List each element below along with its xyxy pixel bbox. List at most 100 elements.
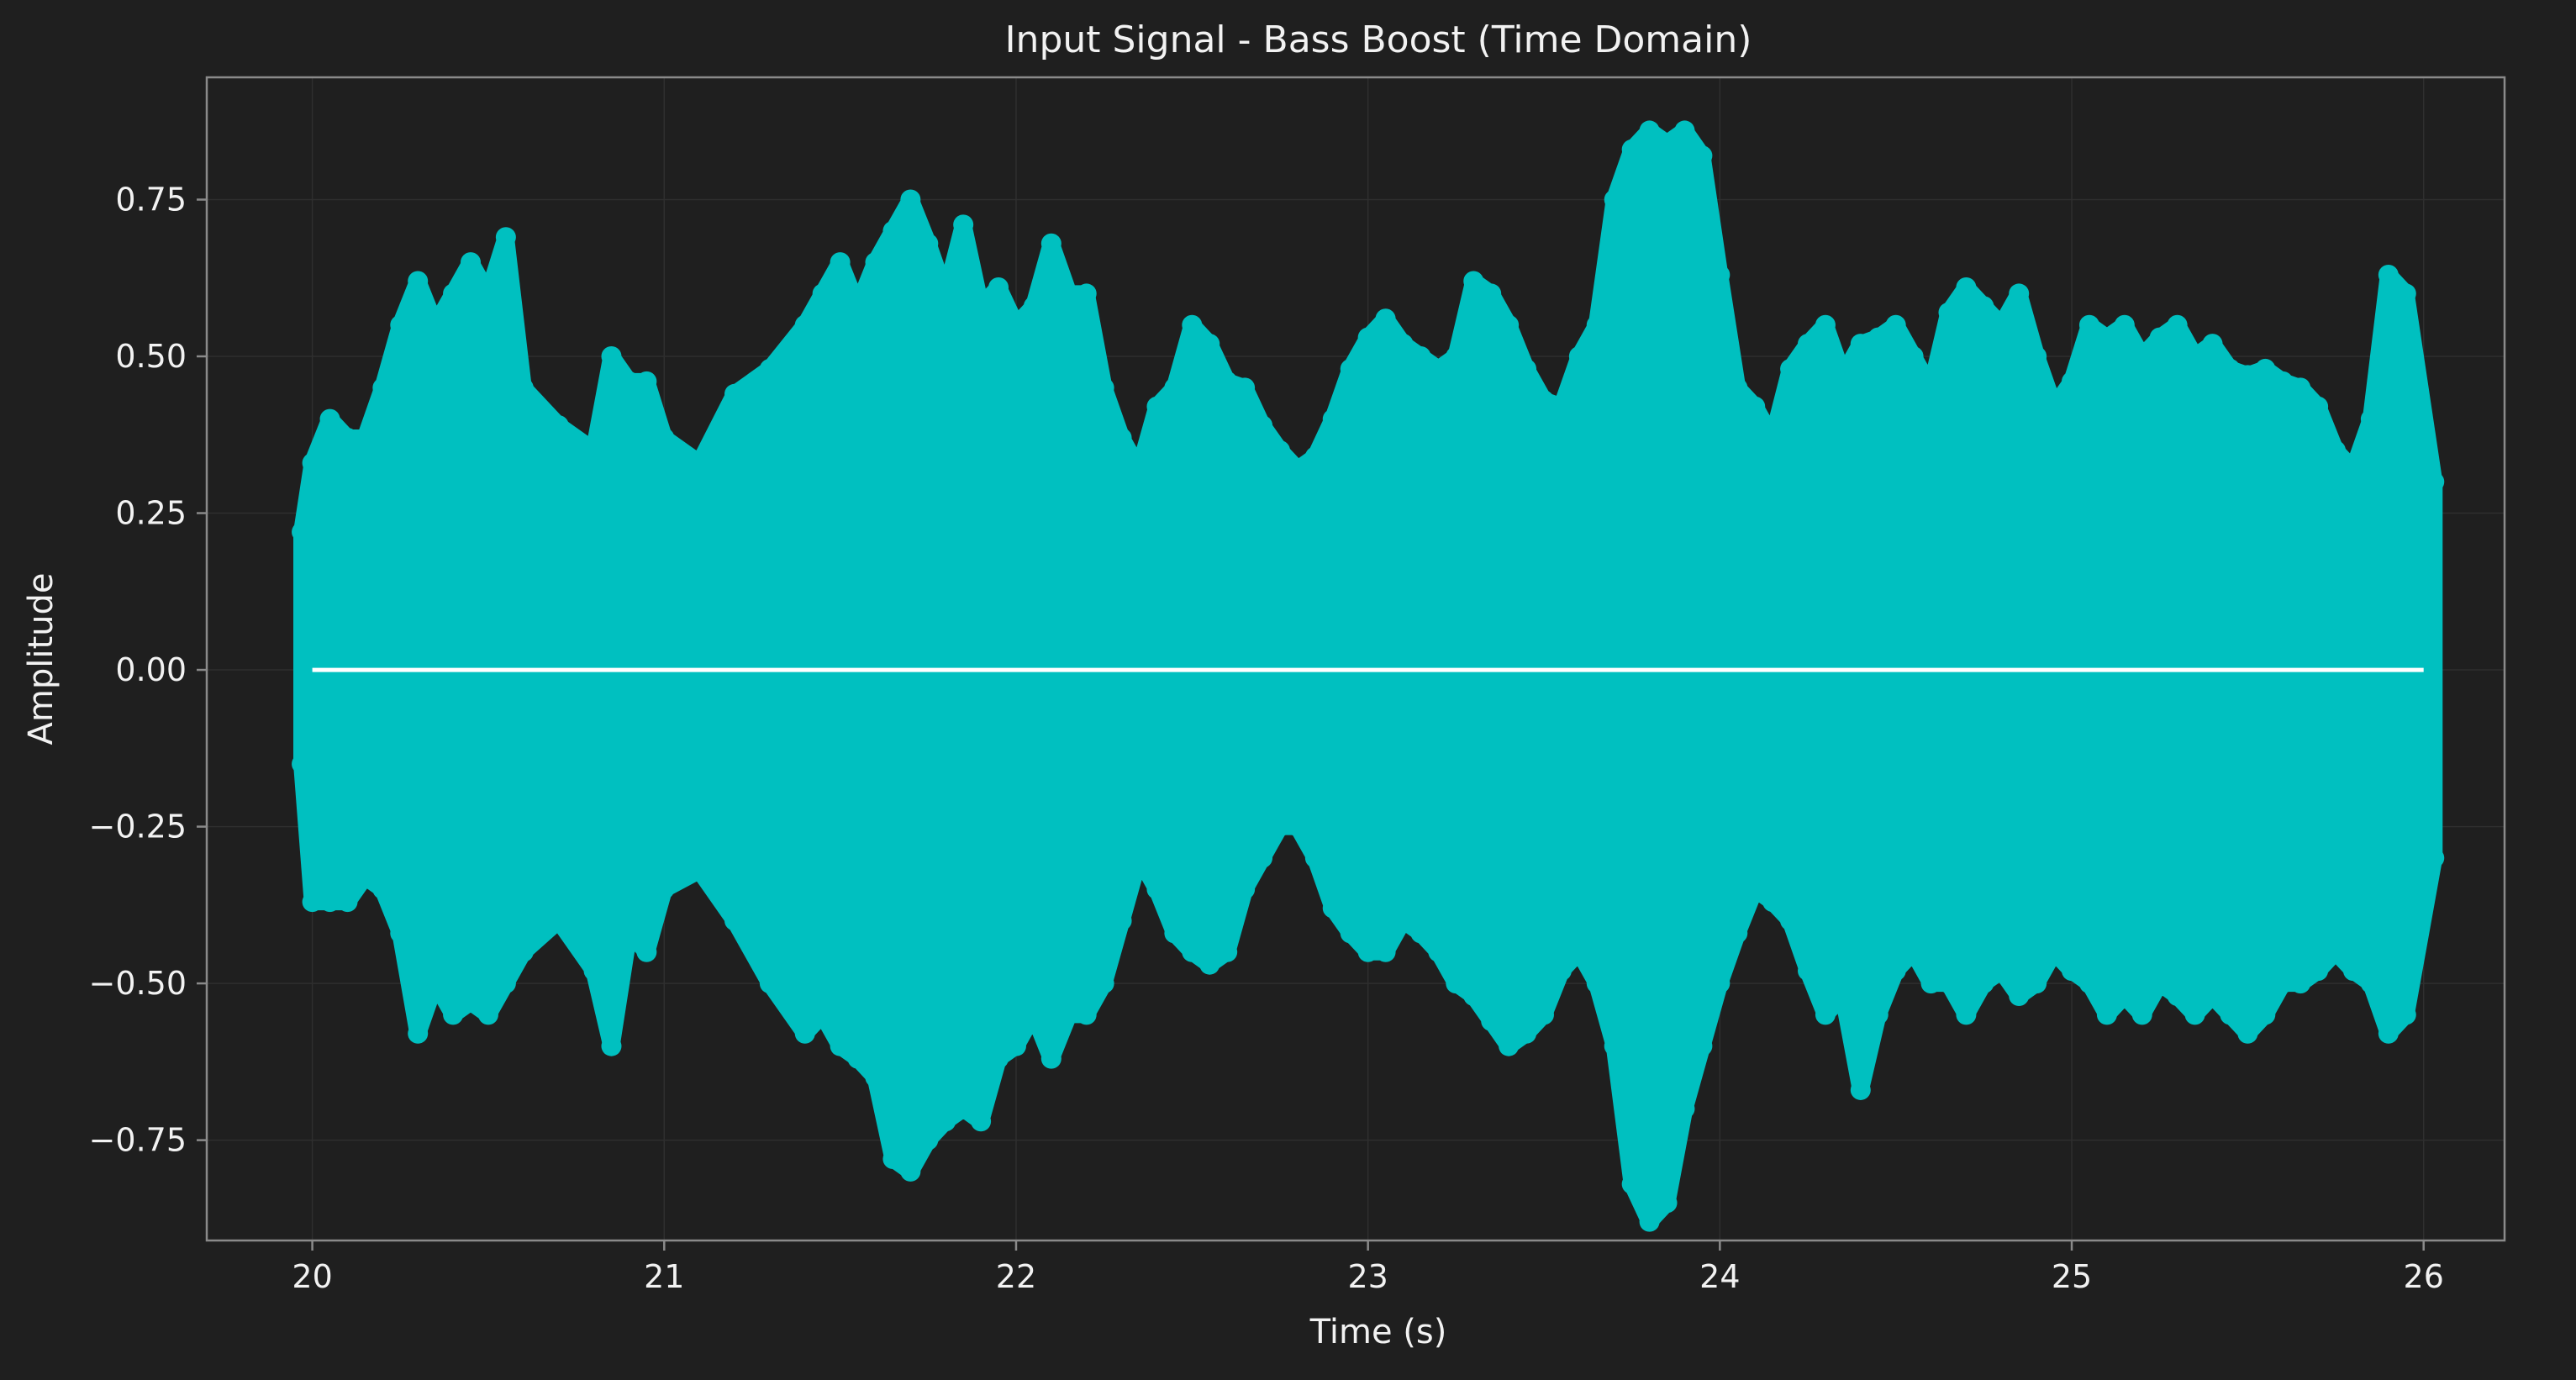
signal-trough-point (1780, 910, 1801, 931)
signal-trough-point (1604, 1035, 1625, 1056)
signal-trough-point (654, 879, 675, 900)
signal-peak-point (2424, 471, 2445, 492)
signal-trough-point (953, 1098, 974, 1119)
signal-peak-point (1727, 377, 1748, 398)
signal-peak-point (900, 189, 921, 210)
signal-peak-point (1357, 327, 1378, 348)
signal-trough-point (1058, 1004, 1079, 1025)
signal-trough-point (812, 1004, 833, 1025)
ticks-layer: 20 21 22 23 24 25 26 0.75 0.50 0.25 0.00 −0.25 −0.50… (89, 181, 2444, 1295)
signal-peak-point (1762, 428, 1783, 449)
signal-peak-point (724, 383, 745, 404)
signal-peak-point (847, 296, 868, 317)
signal-peak-point (1340, 358, 1361, 379)
signal-trough-point (724, 910, 745, 931)
signal-trough-point (1269, 816, 1290, 837)
signal-peak-point (1920, 377, 1941, 398)
signal-peak-point (1375, 308, 1396, 329)
signal-peak-point (988, 277, 1009, 298)
signal-trough-point (1357, 941, 1378, 962)
signal-trough-point (935, 1111, 956, 1132)
signal-trough-point (1287, 816, 1308, 837)
signal-trough-point (2044, 941, 2065, 962)
chart-title: Input Signal - Bass Boost (Time Domain) (1005, 18, 1752, 61)
signal-trough-point (847, 1048, 868, 1069)
signal-peak-point (1621, 139, 1642, 160)
signal-peak-point (1410, 346, 1431, 367)
signal-peak-point (1499, 314, 1520, 335)
signal-peak-point (1182, 314, 1203, 335)
signal-peak-point (2237, 365, 2258, 386)
x-tick-label: 20 (292, 1258, 332, 1295)
signal-peak-point (1428, 358, 1449, 379)
signal-trough-point (1920, 973, 1941, 994)
signal-peak-point (1199, 334, 1220, 355)
signal-trough-point (1709, 973, 1731, 994)
signal-peak-point (1093, 377, 1114, 398)
signal-trough-point (1762, 892, 1783, 913)
signal-trough-point (1533, 1004, 1554, 1025)
x-axis-label: Time (s) (1309, 1313, 1447, 1351)
signal-peak-point (1023, 296, 1044, 317)
signal-trough-point (513, 941, 534, 962)
signal-trough-point (2026, 973, 2047, 994)
signal-trough-point (302, 892, 323, 913)
signal-peak-point (1938, 302, 1959, 323)
signal-peak-point (461, 252, 482, 273)
signal-trough-point (2378, 1023, 2399, 1044)
signal-trough-point (2424, 847, 2445, 868)
signal-trough-point (372, 879, 393, 900)
signal-trough-point (1727, 923, 1748, 944)
signal-trough-point (619, 923, 640, 944)
signal-peak-point (2378, 265, 2399, 286)
signal-trough-point (1621, 1173, 1642, 1194)
signal-trough-point (2009, 986, 2030, 1007)
signal-trough-point (1111, 910, 1132, 931)
signal-trough-point (1551, 961, 1572, 982)
signal-trough-point (2078, 973, 2099, 994)
signal-peak-point (2167, 314, 2188, 335)
signal-trough-point (495, 973, 516, 994)
signal-peak-point (1832, 365, 1853, 386)
signal-trough-point (292, 753, 313, 774)
signal-trough-point (1463, 986, 1484, 1007)
signal-peak-point (2326, 440, 2347, 461)
signal-trough-point (1657, 1193, 1678, 1214)
signal-trough-point (1023, 1004, 1044, 1025)
signal-peak-point (1446, 346, 1467, 367)
signal-trough-point (971, 1111, 992, 1132)
signal-trough-point (2131, 1004, 2152, 1025)
signal-peak-point (1481, 283, 1502, 304)
signal-peak-point (2290, 377, 2311, 398)
signal-trough-point (900, 1161, 921, 1182)
signal-peak-point (1850, 334, 1871, 355)
signal-peak-point (1269, 440, 1290, 461)
signal-peak-point (1235, 377, 1256, 398)
signal-peak-point (513, 377, 534, 398)
signal-trough-point (1815, 1004, 1836, 1025)
x-tick-label: 24 (1699, 1258, 1740, 1295)
signal-trough-point (408, 1023, 429, 1044)
signal-peak-point (337, 428, 358, 449)
signal-peak-point (865, 252, 886, 273)
signal-peak-point (2342, 459, 2363, 480)
signal-trough-point (1304, 847, 1325, 868)
signal-trough-point (1903, 941, 1924, 962)
signal-trough-point (1340, 923, 1361, 944)
signal-peak-point (495, 227, 516, 248)
signal-peak-point (882, 220, 903, 241)
signal-trough-point (319, 892, 340, 913)
signal-peak-point (2044, 396, 2065, 417)
signal-trough-point (1745, 879, 1766, 900)
signal-trough-point (2237, 1023, 2258, 1044)
signal-peak-point (1076, 283, 1097, 304)
signal-peak-point (759, 358, 780, 379)
signal-trough-point (1393, 910, 1414, 931)
signal-peak-point (812, 283, 833, 304)
signal-peak-point (2308, 396, 2329, 417)
signal-peak-point (1252, 415, 1273, 436)
signal-trough-point (1164, 923, 1185, 944)
signal-peak-point (1164, 377, 1185, 398)
signal-trough-point (2167, 986, 2188, 1007)
signal-trough-point (2202, 986, 2223, 1007)
